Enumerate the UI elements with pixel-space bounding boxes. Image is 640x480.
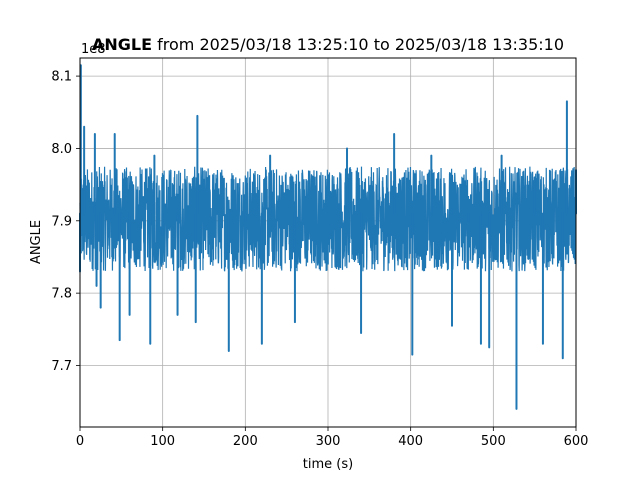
- series-group: [79, 64, 577, 410]
- x-tick-label: 0: [76, 434, 84, 449]
- x-tick-label: 100: [150, 434, 175, 449]
- ticks: 0 100 200 300 400 500 600 7.7 7.8 7.9 8.0 8.1: [51, 70, 588, 449]
- y-offset-text: 1e8: [81, 42, 106, 57]
- y-tick-label: 7.7: [51, 359, 72, 374]
- x-tick-label: 300: [316, 434, 341, 449]
- y-tick-label: 8.1: [51, 70, 72, 85]
- x-tick-label: 200: [233, 434, 258, 449]
- y-tick-label: 7.9: [51, 214, 72, 229]
- x-tick-label: 600: [564, 434, 589, 449]
- x-tick-label: 400: [398, 434, 423, 449]
- title-rest: from 2025/03/18 13:25:10 to 2025/03/18 1…: [152, 35, 564, 54]
- chart-title: ANGLE from 2025/03/18 13:25:10 to 2025/0…: [92, 35, 564, 54]
- series-noise-line: [79, 166, 577, 272]
- x-axis-label: time (s): [303, 457, 353, 472]
- y-tick-label: 8.0: [51, 142, 72, 157]
- y-tick-label: 7.8: [51, 287, 72, 302]
- title-bold: ANGLE: [92, 35, 152, 54]
- y-axis-label: ANGLE: [29, 220, 44, 264]
- x-tick-label: 500: [481, 434, 506, 449]
